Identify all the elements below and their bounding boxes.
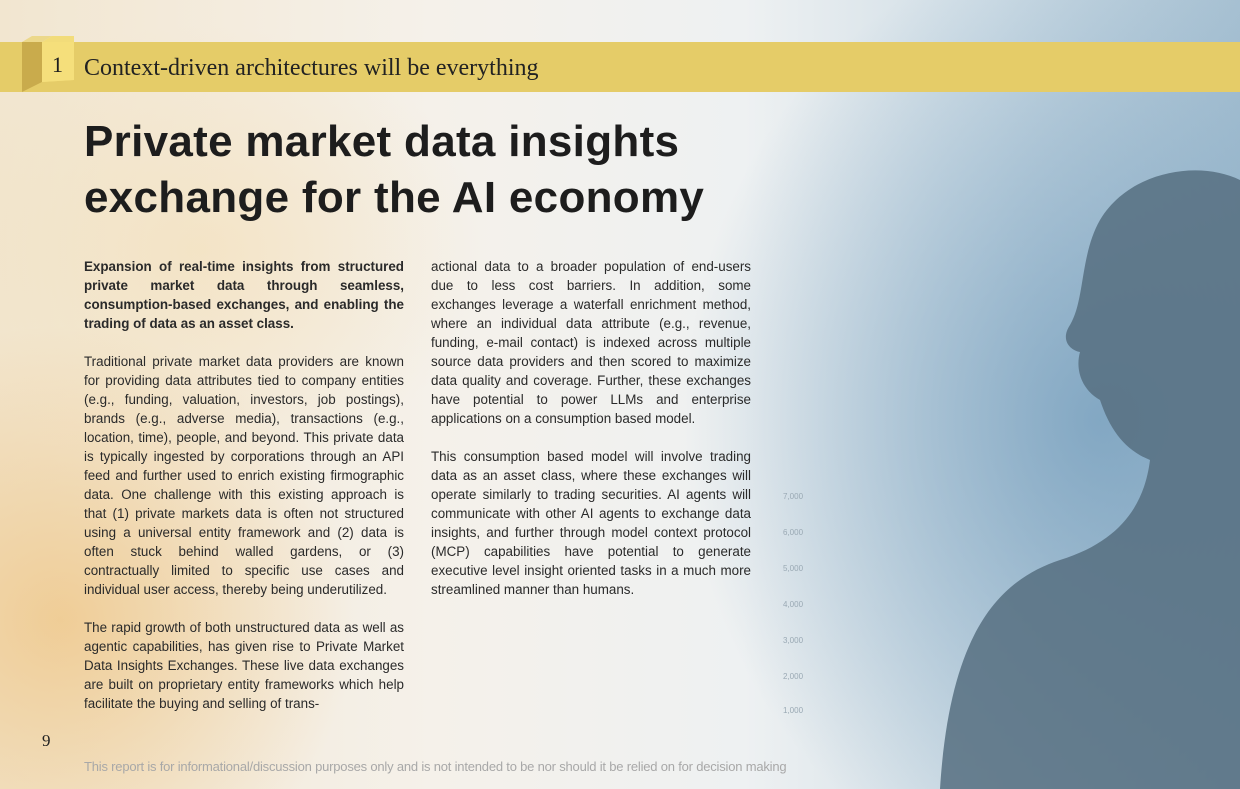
lead-paragraph: Expansion of real-time insights from str… [84, 259, 404, 331]
person-silhouette-image [940, 170, 1240, 789]
tick-label: 3,000 [783, 636, 804, 645]
page-title: Private market data insights exchange fo… [84, 117, 705, 222]
body-paragraph: actional data to a broader population of… [431, 259, 751, 426]
section-header-band [0, 42, 1240, 92]
tick-label: 7,000 [783, 492, 804, 501]
section-number: 1 [52, 52, 63, 77]
section-title: Context-driven architectures will be eve… [84, 55, 539, 81]
body-paragraph: This consumption based model will involv… [431, 449, 751, 597]
tick-label: 6,000 [783, 528, 804, 537]
tick-label: 4,000 [783, 600, 804, 609]
tick-label: 5,000 [783, 564, 804, 573]
text-column-right: actional data to a broader population of… [431, 257, 751, 618]
page-number: 9 [42, 731, 51, 750]
text-column-left: Expansion of real-time insights from str… [84, 257, 404, 732]
cube-icon [22, 36, 74, 92]
body-paragraph: Traditional private market data provider… [84, 354, 404, 597]
tick-label: 1,000 [783, 706, 804, 715]
disclaimer: This report is for informational/discuss… [84, 759, 787, 774]
body-paragraph: The rapid growth of both unstructured da… [84, 620, 404, 711]
tick-label: 2,000 [783, 672, 804, 681]
